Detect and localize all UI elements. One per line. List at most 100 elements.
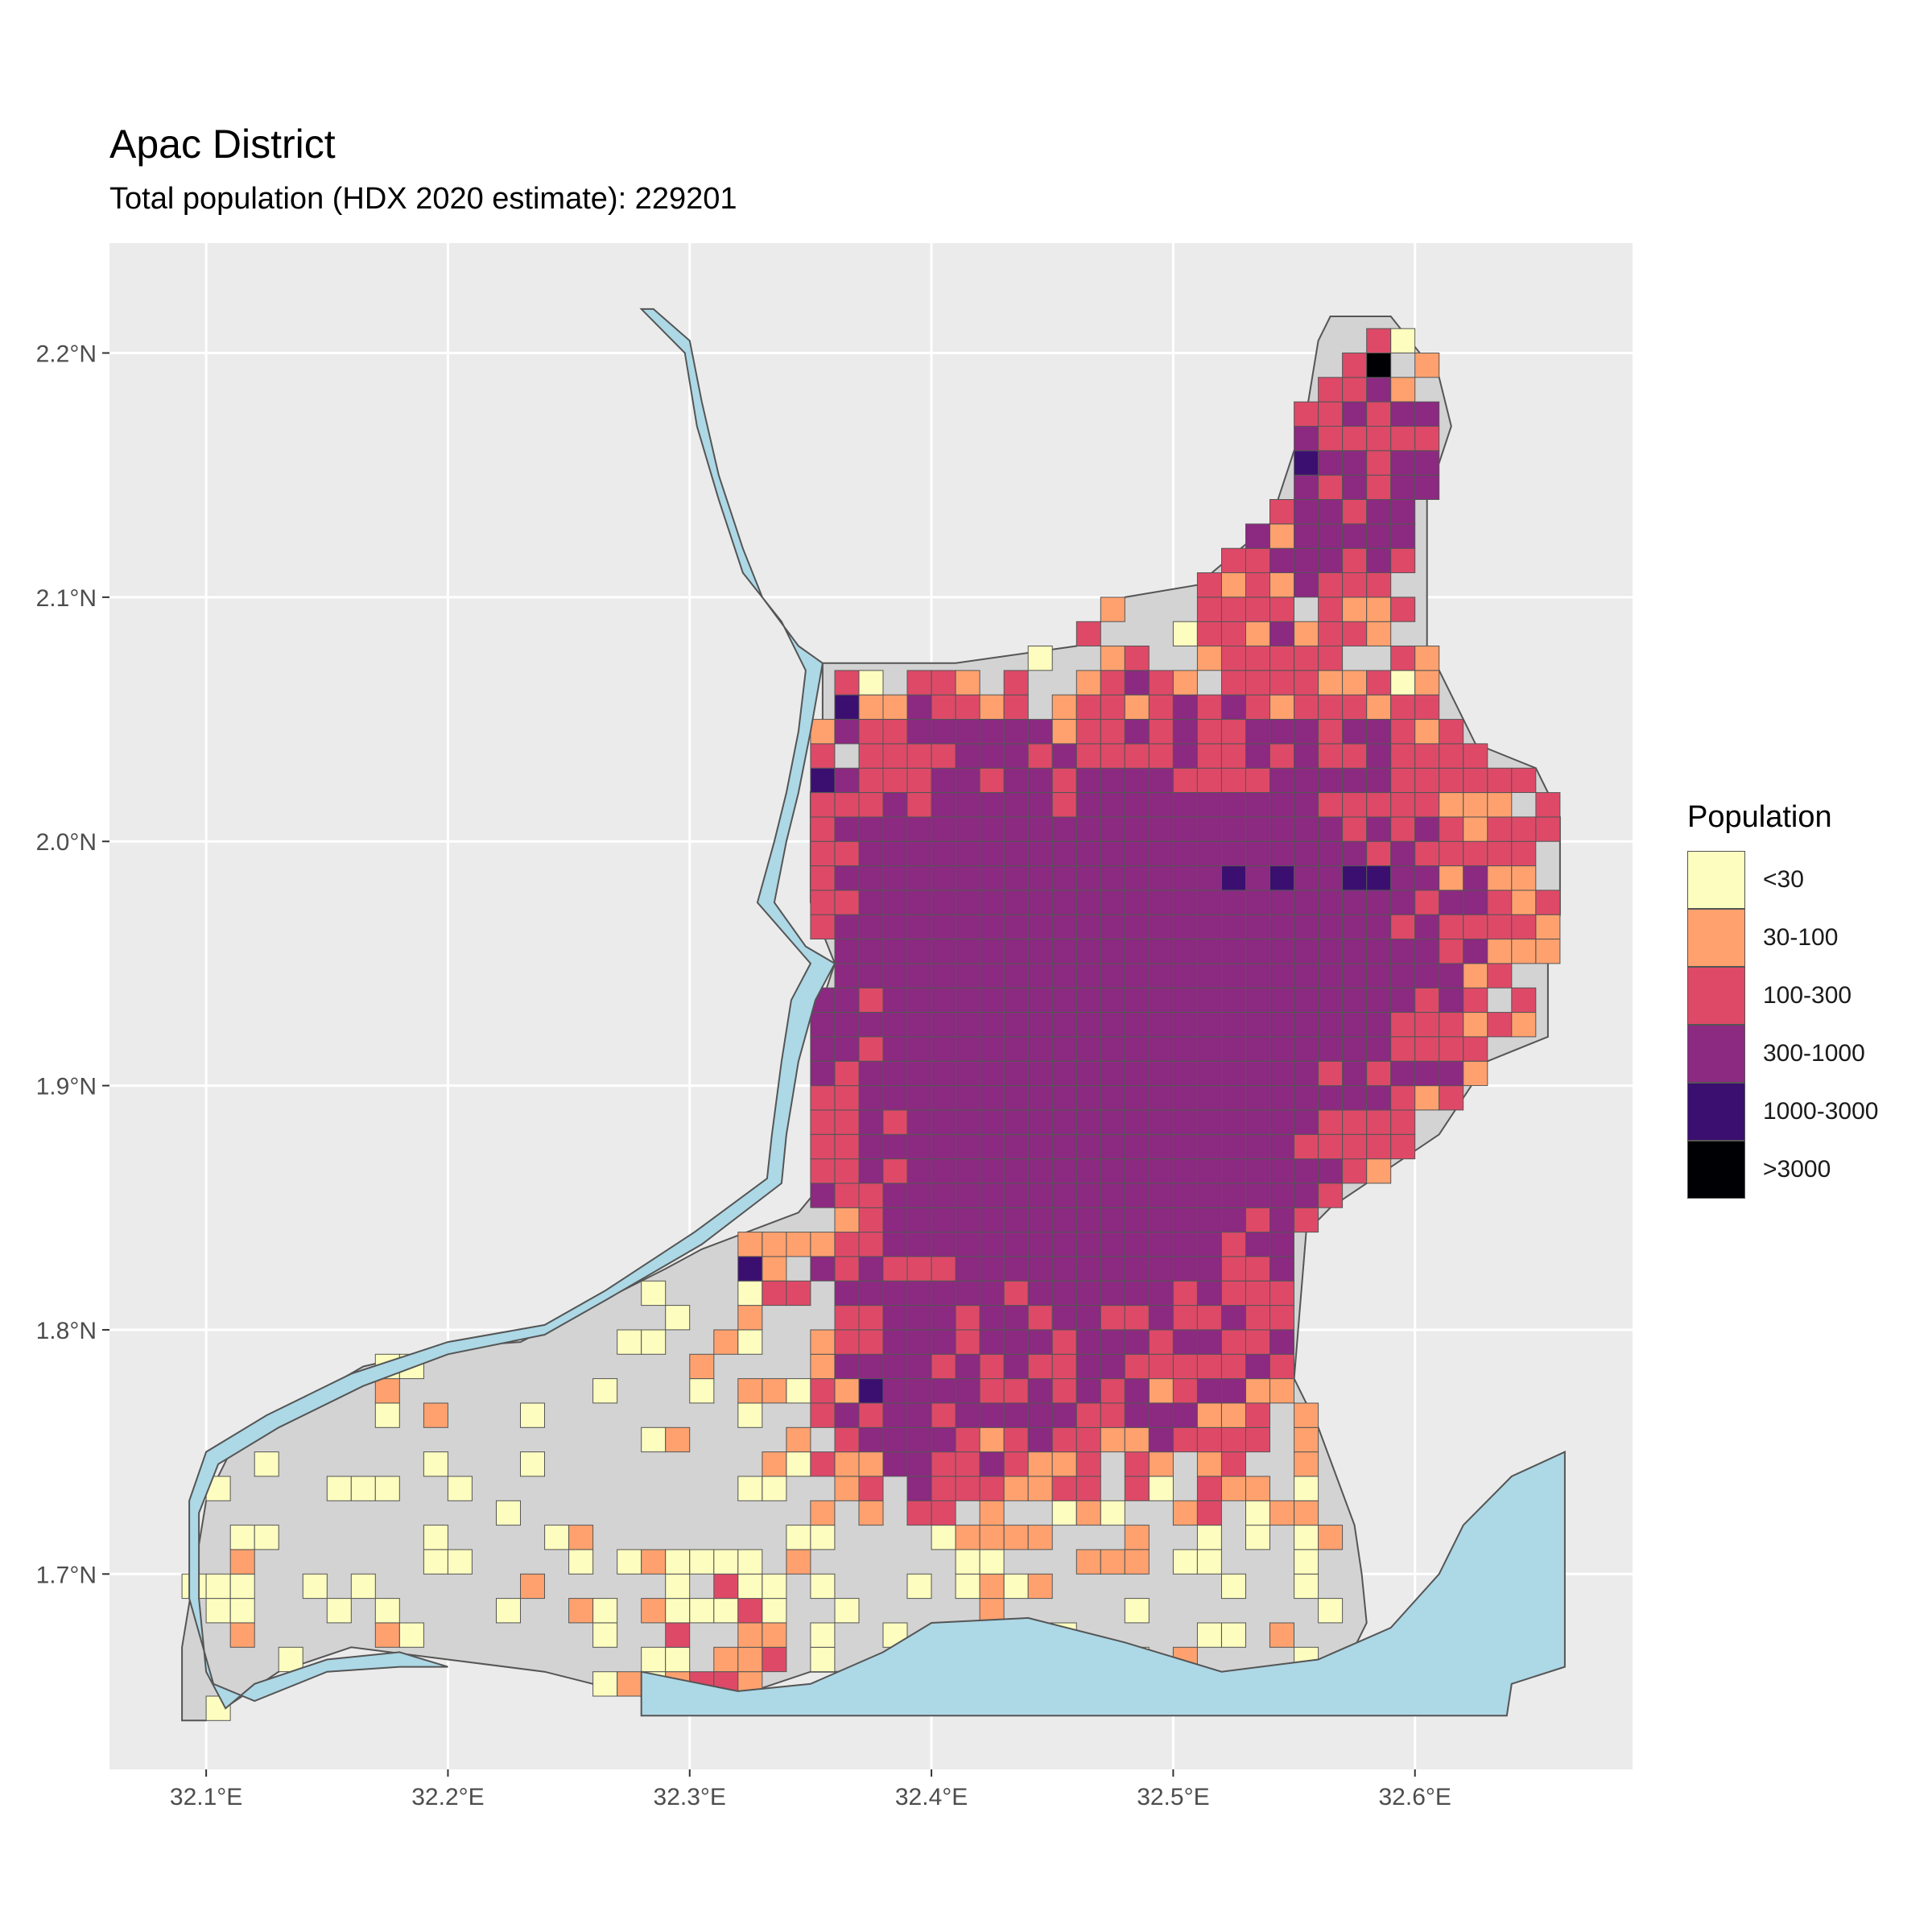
population-cell: [834, 1353, 860, 1380]
population-cell: [1075, 1451, 1101, 1477]
population-cell: [1366, 890, 1392, 915]
population-cell: [1366, 743, 1392, 769]
population-cell: [979, 1573, 1005, 1600]
population-cell: [1003, 694, 1029, 720]
population-cell: [641, 1426, 667, 1453]
population-cell: [1221, 1280, 1246, 1307]
y-tick-label: 2.0°N: [36, 829, 97, 856]
population-cell: [1318, 646, 1344, 671]
legend-swatch: [1687, 851, 1745, 909]
population-cell: [1027, 719, 1053, 745]
population-cell: [1439, 816, 1464, 842]
population-cell: [931, 1353, 956, 1380]
population-cell: [1148, 767, 1174, 794]
population-cell: [1221, 1426, 1246, 1453]
population-cell: [1027, 1109, 1053, 1135]
population-cell: [1318, 865, 1344, 891]
population-cell: [1318, 377, 1344, 402]
population-cell: [1148, 963, 1174, 989]
population-cell: [1196, 1305, 1222, 1331]
population-cell: [858, 1378, 884, 1404]
population-cell: [1100, 1305, 1125, 1331]
population-cell: [1124, 890, 1150, 915]
population-cell: [834, 1133, 860, 1160]
population-cell: [979, 914, 1005, 939]
population-cell: [737, 1549, 763, 1575]
y-tick-label: 1.9°N: [36, 1074, 97, 1100]
population-cell: [1463, 792, 1488, 818]
population-cell: [1172, 1036, 1198, 1062]
population-cell: [955, 694, 980, 720]
population-cell: [762, 1280, 787, 1307]
population-cell: [906, 816, 932, 842]
legend-swatch: [1687, 967, 1745, 1025]
population-cell: [906, 1329, 932, 1355]
population-cell: [1172, 1232, 1198, 1257]
population-cell: [1003, 1525, 1029, 1550]
population-cell: [979, 1109, 1005, 1135]
population-cell: [1245, 792, 1270, 818]
population-cell: [1027, 1305, 1053, 1331]
population-cell: [1196, 792, 1222, 818]
population-cell: [931, 1280, 956, 1307]
population-cell: [1414, 353, 1440, 378]
chart-title: Apac District: [109, 122, 336, 167]
population-cell: [1366, 767, 1392, 794]
population-cell: [1051, 1426, 1077, 1453]
population-cell: [931, 719, 956, 745]
population-cell: [1463, 743, 1488, 769]
population-cell: [1414, 914, 1440, 939]
population-cell: [858, 1036, 884, 1062]
population-cell: [1294, 1426, 1319, 1453]
population-cell: [1342, 1158, 1368, 1184]
population-cell: [1196, 694, 1222, 720]
population-cell: [1172, 1109, 1198, 1135]
population-cell: [1390, 792, 1416, 818]
population-cell: [1221, 1451, 1246, 1477]
population-cell: [1439, 1085, 1464, 1111]
population-cell: [713, 1573, 739, 1600]
population-cell: [1027, 1353, 1053, 1380]
population-cell: [1124, 1085, 1150, 1111]
population-cell: [1390, 816, 1416, 842]
population-cell: [641, 1280, 667, 1307]
population-cell: [955, 1232, 980, 1257]
population-cell: [810, 767, 836, 794]
population-cell: [906, 1207, 932, 1233]
population-cell: [737, 1280, 763, 1307]
population-cell: [1414, 987, 1440, 1013]
population-cell: [1148, 1280, 1174, 1307]
population-cell: [1100, 1158, 1125, 1184]
population-cell: [1075, 694, 1101, 720]
population-cell: [1003, 865, 1029, 891]
population-cell: [979, 1256, 1005, 1282]
population-cell: [1342, 547, 1368, 574]
population-cell: [1075, 1060, 1101, 1087]
population-cell: [931, 670, 956, 696]
population-cell: [955, 1378, 980, 1404]
population-cell: [1269, 1500, 1294, 1526]
population-cell: [1172, 1158, 1198, 1184]
y-tick-label: 1.8°N: [36, 1318, 97, 1344]
population-cell: [1390, 547, 1416, 574]
population-cell: [858, 890, 884, 915]
population-cell: [1051, 1109, 1077, 1135]
population-cell: [1075, 890, 1101, 915]
population-cell: [1245, 597, 1270, 622]
population-cell: [834, 816, 860, 842]
population-cell: [1221, 670, 1246, 696]
population-cell: [229, 1573, 255, 1600]
population-cell: [1294, 865, 1319, 891]
population-cell: [906, 1426, 932, 1453]
population-cell: [1269, 792, 1294, 818]
population-cell: [955, 743, 980, 769]
population-cell: [1487, 939, 1513, 964]
population-cell: [1075, 1305, 1101, 1331]
population-cell: [1003, 792, 1029, 818]
population-cell: [1294, 914, 1319, 939]
population-cell: [1003, 1573, 1029, 1600]
population-cell: [1172, 987, 1198, 1013]
population-cell: [834, 1378, 860, 1404]
population-cell: [1124, 1207, 1150, 1233]
population-cell: [737, 1622, 763, 1648]
